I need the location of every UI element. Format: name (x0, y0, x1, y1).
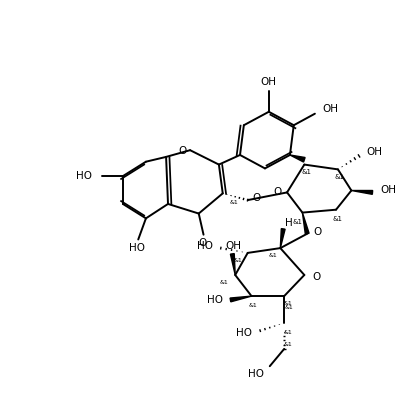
Text: &1: &1 (293, 219, 303, 225)
Text: &1: &1 (301, 169, 311, 175)
Polygon shape (303, 213, 309, 234)
Text: OH: OH (367, 147, 383, 157)
Text: OH: OH (261, 77, 277, 87)
Text: &1: &1 (333, 216, 343, 222)
Polygon shape (230, 296, 252, 302)
Polygon shape (290, 155, 305, 162)
Text: O: O (312, 272, 320, 282)
Text: HO: HO (197, 241, 213, 251)
Text: HO: HO (207, 295, 223, 305)
Text: O: O (198, 238, 207, 248)
Polygon shape (280, 228, 285, 248)
Text: O: O (252, 193, 261, 203)
Text: HO: HO (129, 243, 145, 253)
Text: &1: &1 (230, 200, 239, 205)
Text: &1: &1 (285, 305, 293, 310)
Text: O: O (178, 146, 186, 156)
Text: HO: HO (76, 171, 92, 181)
Polygon shape (352, 190, 372, 194)
Text: &1: &1 (284, 301, 292, 306)
Text: HO: HO (237, 328, 252, 338)
Text: HO: HO (248, 369, 264, 379)
Text: &1: &1 (268, 253, 277, 258)
Text: O: O (313, 227, 321, 237)
Text: &1: &1 (335, 174, 345, 180)
Text: &1: &1 (284, 330, 292, 335)
Text: H: H (285, 218, 293, 228)
Polygon shape (230, 254, 235, 275)
Text: OH: OH (323, 104, 339, 114)
Text: OH: OH (380, 185, 395, 196)
Text: &1: &1 (234, 258, 243, 263)
Text: &1: &1 (249, 303, 258, 308)
Text: &1: &1 (284, 341, 292, 347)
Text: OH: OH (225, 241, 241, 251)
Text: &1: &1 (219, 280, 228, 285)
Text: O: O (273, 188, 282, 197)
